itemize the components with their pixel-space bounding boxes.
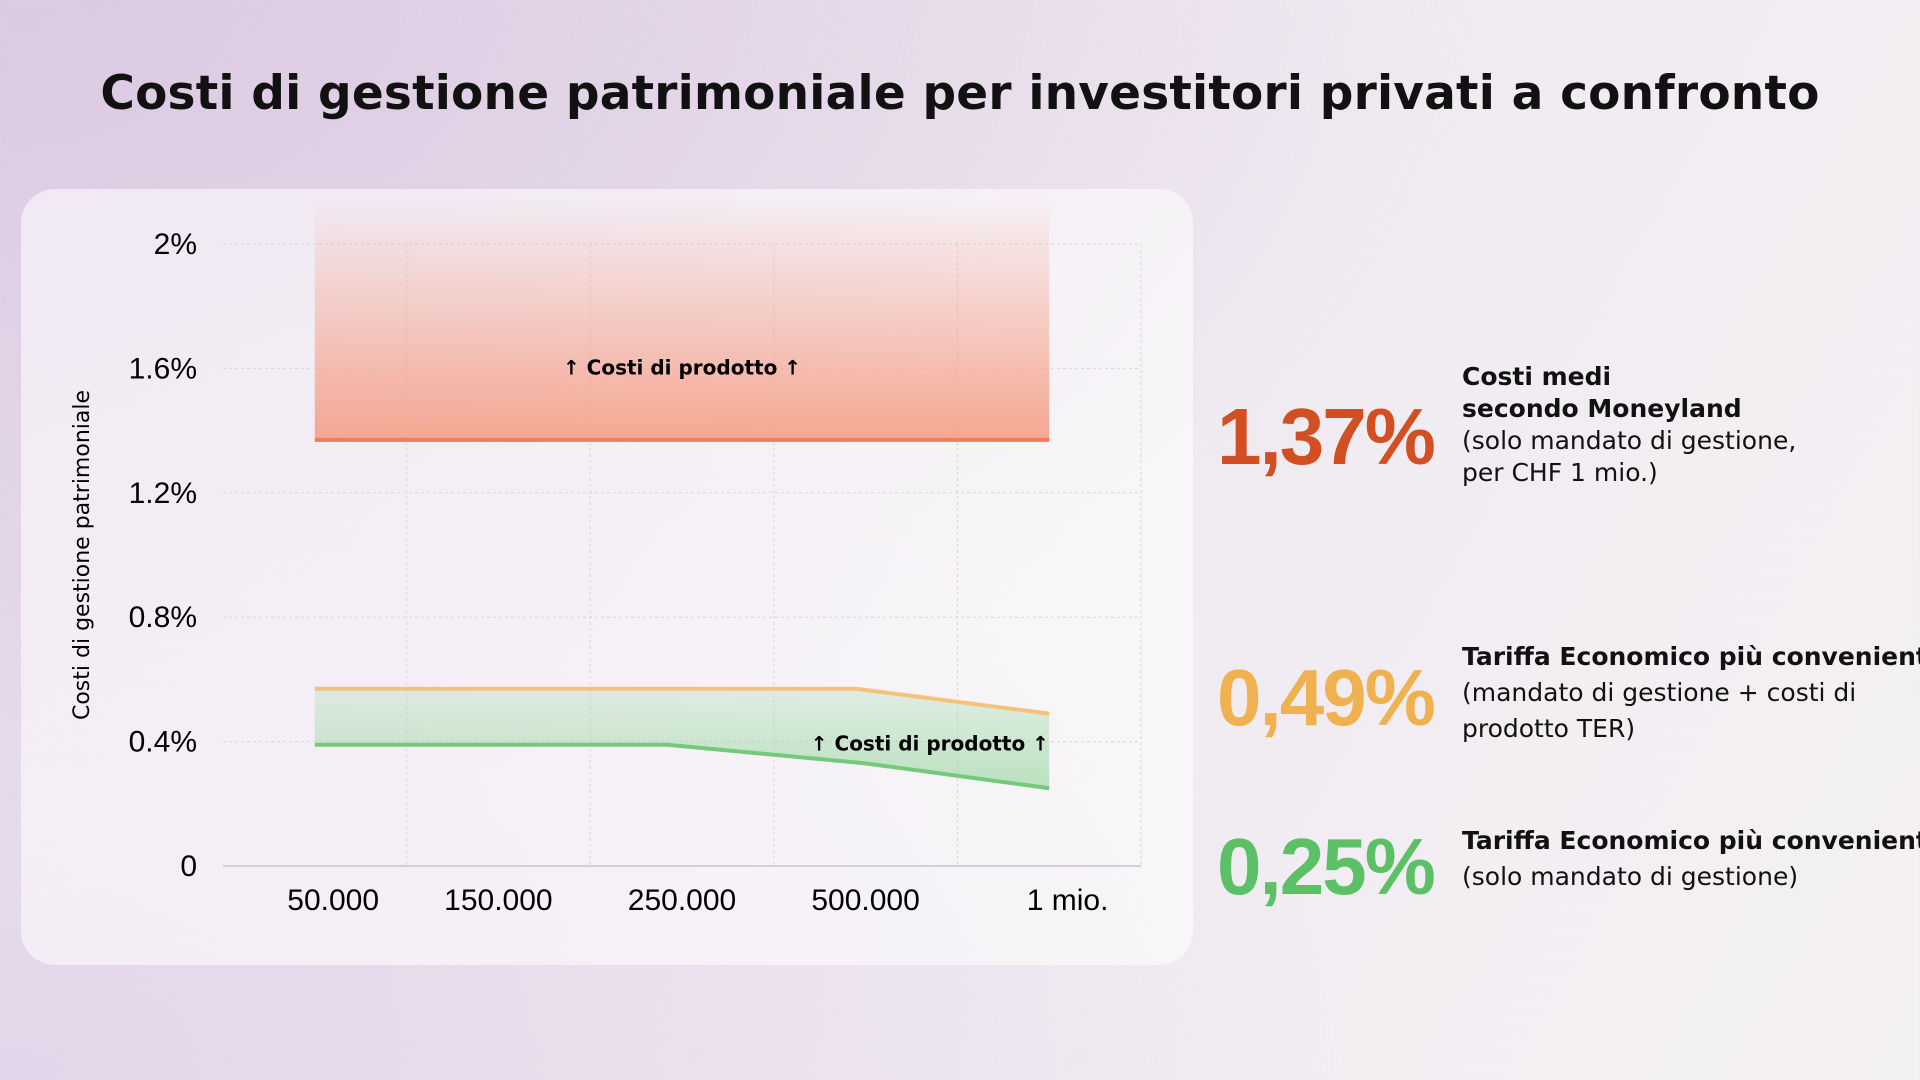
stat-description: Tariffa Economico più conveniente (manda… bbox=[1462, 639, 1920, 747]
line-management-plus-ter bbox=[314, 686, 1050, 716]
lines bbox=[314, 437, 1050, 791]
y-axis-label: Costi di gestione patrimoniale bbox=[70, 390, 95, 720]
y-tick-label: 0 bbox=[180, 850, 197, 883]
stat-value: 0,25% bbox=[1217, 822, 1436, 911]
stat-note-line: per CHF 1 mio.) bbox=[1462, 458, 1658, 487]
stat-note-line: (solo mandato di gestione, bbox=[1462, 426, 1797, 455]
page-title: Costi di gestione patrimoniale per inves… bbox=[100, 66, 1820, 121]
product-cost-band-orange bbox=[314, 197, 1050, 440]
stat-value: 1,37% bbox=[1217, 392, 1436, 481]
stat-title-line: Costi medi bbox=[1462, 362, 1612, 391]
axes: 0 0.4% 0.8% 1.2% 1.6% 2% 50.000 150.000 250.000 5… bbox=[129, 228, 1141, 917]
stat-value: 0,49% bbox=[1217, 653, 1436, 742]
band-labels: ↑ Costi di prodotto ↑ ↑ Costi di prodotto… bbox=[563, 356, 1049, 756]
x-tick-label: 250.000 bbox=[628, 884, 736, 917]
y-tick-label: 0.4% bbox=[129, 726, 197, 759]
y-tick-label: 2% bbox=[154, 228, 197, 261]
x-tick-label: 500.000 bbox=[811, 884, 919, 917]
chart-card: 0 0.4% 0.8% 1.2% 1.6% 2% 50.000 150.000 250.000 5… bbox=[21, 189, 1193, 965]
y-tick-label: 0.8% bbox=[129, 601, 197, 634]
y-tick-label: 1.2% bbox=[129, 477, 197, 510]
x-tick-label: 150.000 bbox=[444, 884, 552, 917]
stat-note-line: (solo mandato di gestione) bbox=[1462, 862, 1799, 891]
stat-note-line: (mandato di gestione + costi di bbox=[1462, 678, 1857, 707]
x-tick-label: 1 mio. bbox=[1027, 884, 1109, 917]
y-tick-label: 1.6% bbox=[129, 352, 197, 385]
chart: 0 0.4% 0.8% 1.2% 1.6% 2% 50.000 150.000 250.000 5… bbox=[70, 197, 1142, 917]
band-label-orange: ↑ Costi di prodotto ↑ bbox=[563, 356, 801, 380]
band-label-green: ↑ Costi di prodotto ↑ bbox=[811, 732, 1049, 756]
stat-description: Costi medi secondo Moneyland (solo manda… bbox=[1462, 361, 1796, 489]
stat-title-line: secondo Moneyland bbox=[1462, 394, 1742, 423]
line-management-only bbox=[314, 742, 1050, 791]
stat-title-line: Tariffa Economico più conveniente bbox=[1462, 826, 1920, 855]
x-tick-label: 50.000 bbox=[287, 884, 379, 917]
stat-note-line: prodotto TER) bbox=[1462, 714, 1636, 743]
stat-title-line: Tariffa Economico più conveniente bbox=[1462, 642, 1920, 671]
stat-description: Tariffa Economico più conveniente (solo … bbox=[1462, 823, 1920, 895]
